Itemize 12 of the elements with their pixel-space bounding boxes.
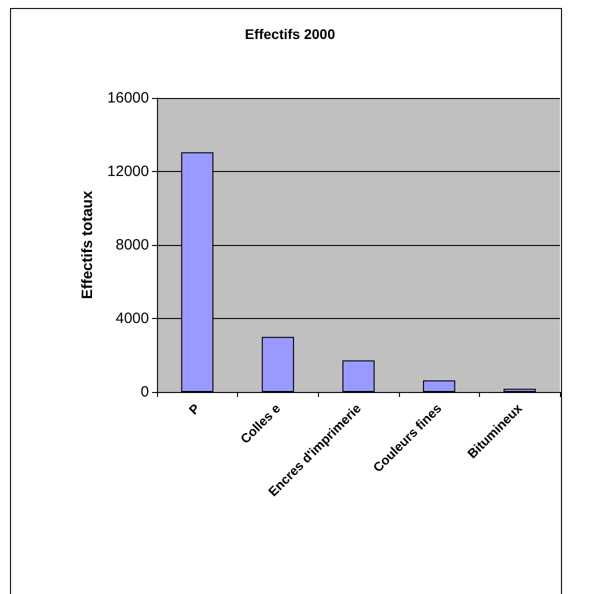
bar [262,336,294,392]
chart-title: Effectifs 2000 [244,26,336,42]
y-tick-label: 12000 [107,163,149,180]
bar [342,360,375,392]
y-tick-label: 8000 [116,236,149,254]
y-axis-title: Effectifs totaux [79,190,96,300]
bar [422,380,456,392]
y-tick-label: 4000 [116,310,149,327]
y-tick-label: 16000 [107,90,149,106]
y-tick-label: 0 [140,384,149,400]
x-tick-label: P [186,400,203,418]
bar [504,388,536,392]
